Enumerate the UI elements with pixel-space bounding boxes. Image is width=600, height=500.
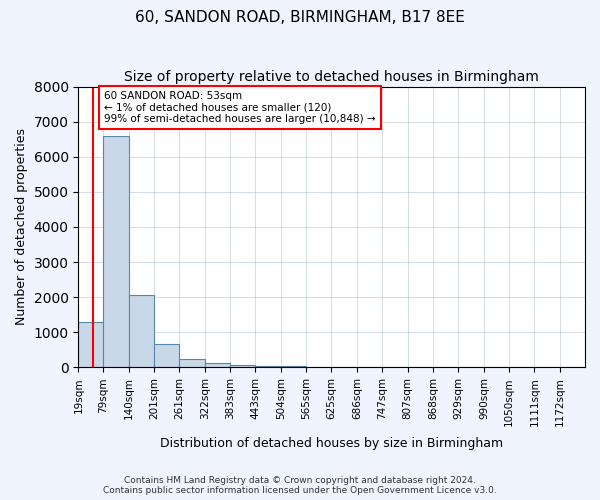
Bar bbox=[129, 294, 154, 368]
Bar bbox=[331, 367, 357, 368]
Bar bbox=[256, 366, 281, 368]
Bar bbox=[307, 366, 331, 368]
Bar bbox=[103, 136, 129, 368]
Bar bbox=[205, 363, 230, 368]
Bar bbox=[79, 322, 103, 368]
Text: 60, SANDON ROAD, BIRMINGHAM, B17 8EE: 60, SANDON ROAD, BIRMINGHAM, B17 8EE bbox=[135, 10, 465, 25]
Title: Size of property relative to detached houses in Birmingham: Size of property relative to detached ho… bbox=[124, 70, 539, 84]
Y-axis label: Number of detached properties: Number of detached properties bbox=[15, 128, 28, 326]
Bar bbox=[179, 358, 205, 368]
Bar bbox=[281, 366, 307, 368]
X-axis label: Distribution of detached houses by size in Birmingham: Distribution of detached houses by size … bbox=[160, 437, 503, 450]
Text: Contains HM Land Registry data © Crown copyright and database right 2024.
Contai: Contains HM Land Registry data © Crown c… bbox=[103, 476, 497, 495]
Bar bbox=[230, 364, 256, 368]
Text: 60 SANDON ROAD: 53sqm
← 1% of detached houses are smaller (120)
99% of semi-deta: 60 SANDON ROAD: 53sqm ← 1% of detached h… bbox=[104, 91, 376, 124]
Bar bbox=[154, 344, 179, 367]
